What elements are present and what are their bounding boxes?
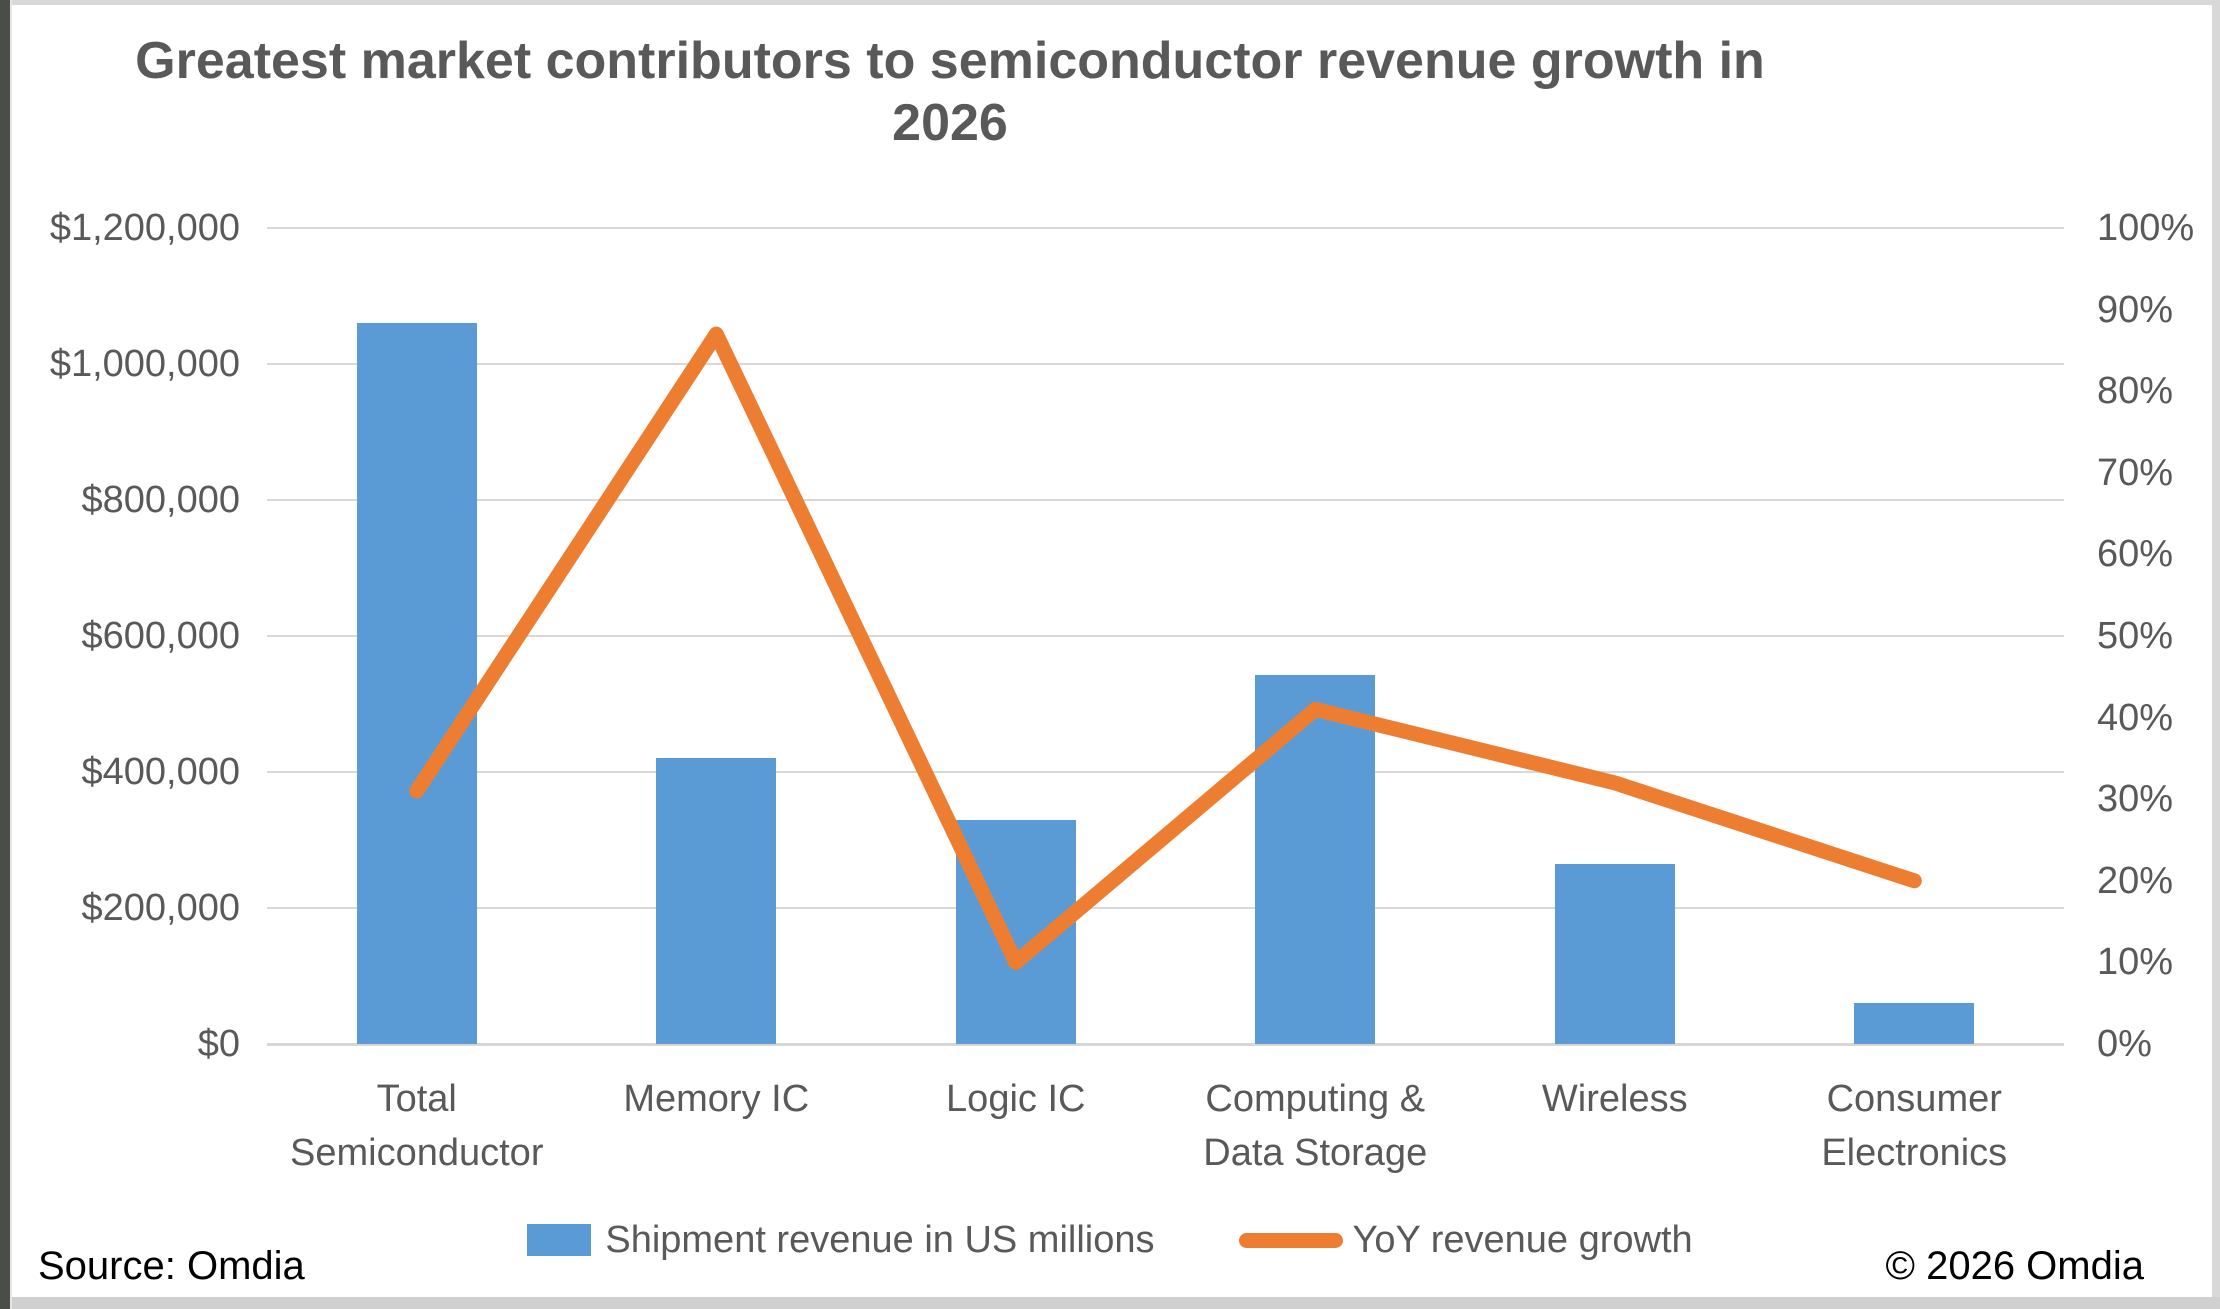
- y-axis-left-tick: $0: [197, 1023, 240, 1065]
- gridline: [267, 227, 2064, 229]
- gridline: [267, 635, 2064, 637]
- y-axis-right-tick: 60%: [2097, 533, 2174, 576]
- y-axis-left-tick: $200,000: [81, 887, 241, 929]
- category-label-wireless: Wireless: [1541, 1078, 1688, 1120]
- gridline: [267, 499, 2064, 501]
- revenue-bar-memory-ic: [656, 758, 777, 1044]
- frame-edge-left: [0, 0, 12, 1309]
- y-axis-right-tick: 50%: [2097, 615, 2174, 657]
- chart-title: Greatest market contributors to semicond…: [70, 30, 1830, 154]
- legend-swatch-revenue-bar: [527, 1224, 592, 1256]
- y-axis-right-tick: 70%: [2097, 451, 2174, 494]
- frame-edge-top: [10, 0, 2220, 5]
- legend-item-growth: YoY revenue growth: [1238, 1218, 1693, 1262]
- x-axis-baseline: [267, 1043, 2064, 1046]
- legend-item-revenue: Shipment revenue in US millions: [527, 1218, 1155, 1262]
- y-axis-right-tick: 100%: [2097, 207, 2195, 249]
- revenue-bar-wireless: [1554, 863, 1675, 1044]
- gridline: [267, 771, 2064, 773]
- gridline: [267, 363, 2064, 365]
- source-label: Source: Omdia: [38, 1244, 305, 1288]
- y-axis-left-tick: $800,000: [81, 479, 241, 521]
- y-axis-right-tick: 0%: [2097, 1023, 2152, 1065]
- chart-title-line1: Greatest market contributors to semicond…: [135, 32, 1765, 90]
- category-label-consumer-electronics: Consumer Electronics: [1821, 1078, 2008, 1174]
- y-axis-right-tick: 20%: [2097, 859, 2174, 902]
- y-axis-left-tick: $1,200,000: [49, 207, 240, 249]
- legend-label-growth: YoY revenue growth: [1352, 1218, 1693, 1261]
- frame-edge-right: [2212, 0, 2220, 1309]
- category-label-logic-ic: Logic IC: [946, 1078, 1086, 1120]
- category-label-memory-ic: Memory IC: [623, 1078, 810, 1120]
- yoy-growth-line: [409, 326, 1922, 970]
- chart-title-line2: 2026: [892, 94, 1008, 152]
- revenue-bar-consumer-electronics: [1854, 1003, 1975, 1044]
- frame-edge-bottom: [0, 1297, 2220, 1309]
- plot-area: [267, 227, 2064, 1046]
- y-axis-left-tick: $600,000: [81, 615, 241, 657]
- category-label-total-semiconductor: Total Semiconductor: [290, 1078, 544, 1174]
- y-axis-right-tick: 40%: [2097, 696, 2174, 739]
- legend-label-revenue: Shipment revenue in US millions: [605, 1218, 1155, 1261]
- y-axis-left-tick: $400,000: [81, 751, 241, 793]
- y-axis-right-tick: 10%: [2097, 941, 2174, 984]
- gridline: [267, 907, 2064, 909]
- y-axis-right-tick: 30%: [2097, 778, 2174, 821]
- category-label-computing-data-storage: Computing & Data Storage: [1203, 1078, 1428, 1174]
- legend: Shipment revenue in US millions YoY reve…: [0, 1212, 2220, 1268]
- copyright-label: © 2026 Omdia: [1885, 1244, 2145, 1288]
- revenue-bar-total-semiconductor: [356, 323, 477, 1044]
- y-axis-right-tick: 80%: [2097, 370, 2174, 413]
- y-axis-right-tick: 90%: [2097, 288, 2174, 331]
- y-axis-left-tick: $1,000,000: [49, 343, 240, 385]
- yoy-growth-line-layer: [409, 326, 1922, 970]
- legend-swatch-growth-line: [1238, 1232, 1343, 1248]
